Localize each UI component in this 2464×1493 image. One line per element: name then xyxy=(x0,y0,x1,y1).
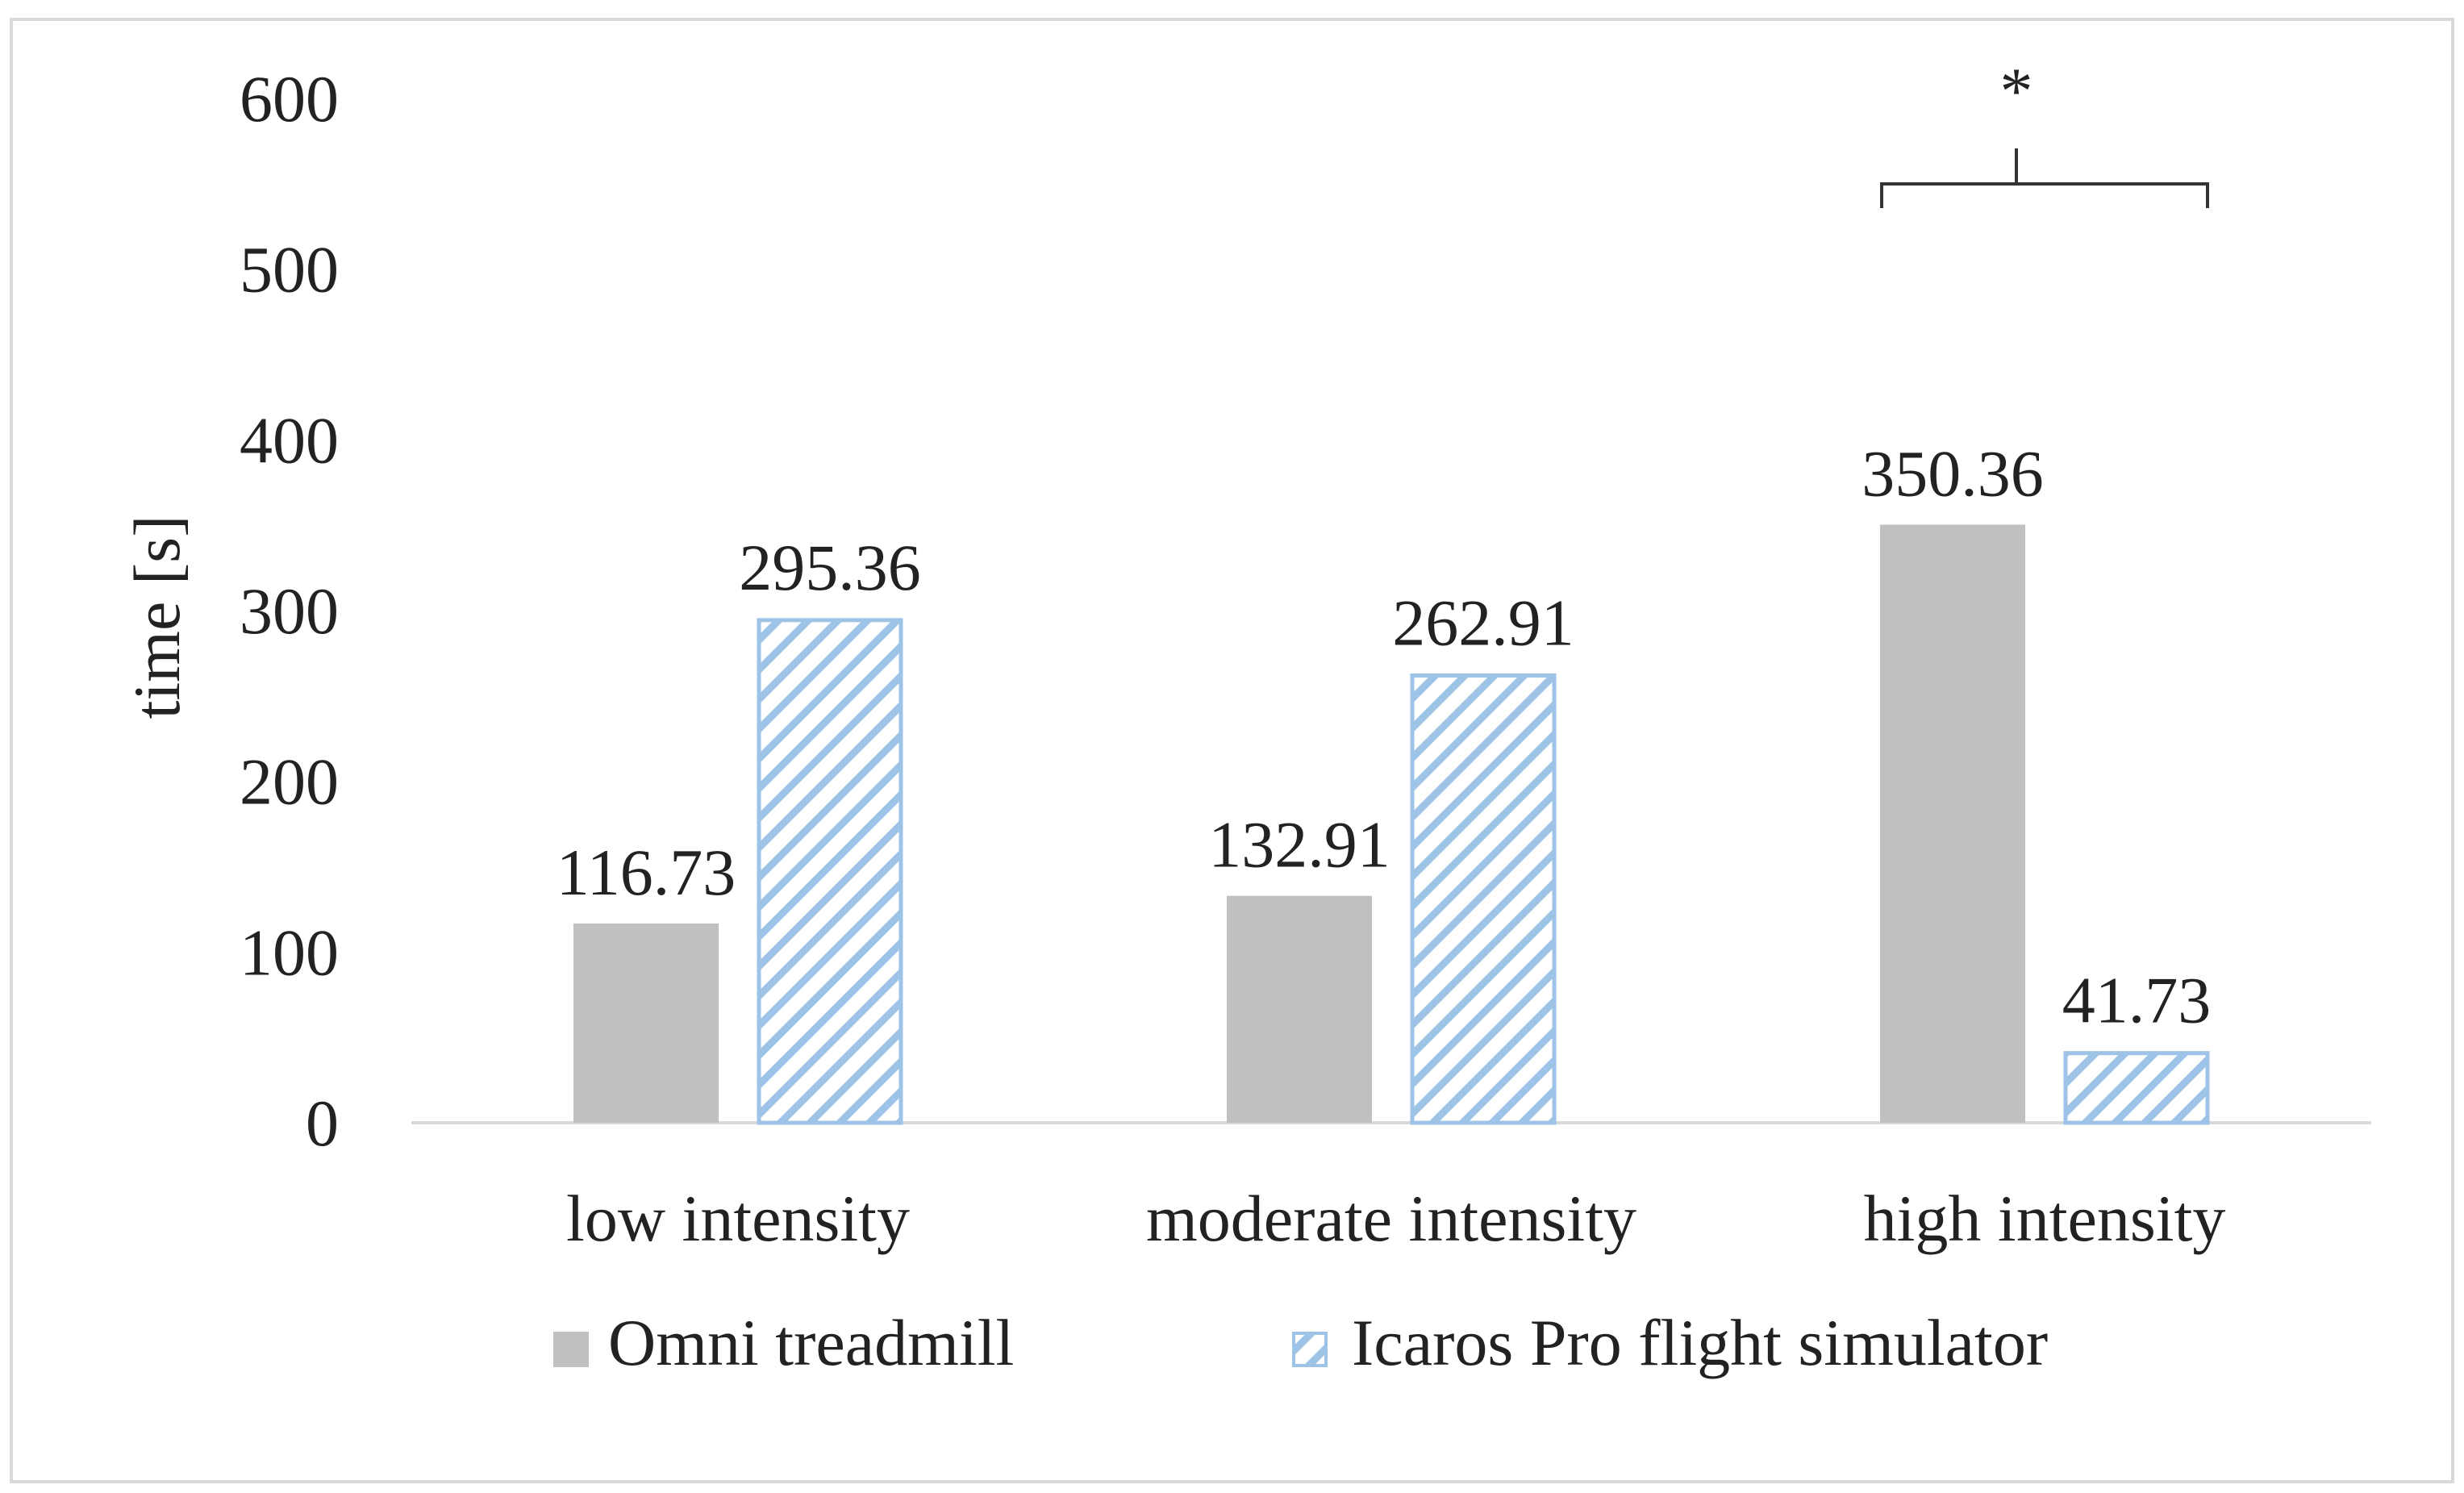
bar-omni-1 xyxy=(1227,895,1372,1123)
y-tick-label: 0 xyxy=(306,1086,339,1160)
y-tick-label: 300 xyxy=(240,574,339,648)
y-tick-label: 200 xyxy=(240,745,339,819)
y-tick-label: 500 xyxy=(240,233,339,307)
legend-label-omni: Omni treadmill xyxy=(608,1306,1014,1379)
bar-omni-0 xyxy=(573,923,719,1123)
x-tick-label: high intensity xyxy=(1864,1182,2226,1255)
data-label: 116.73 xyxy=(557,836,736,909)
x-tick-label: moderate intensity xyxy=(1146,1182,1636,1255)
y-tick-label: 400 xyxy=(240,403,339,477)
bar-omni-2 xyxy=(1880,524,2025,1123)
legend-swatch-omni xyxy=(553,1332,589,1367)
significance-bracket xyxy=(1880,148,2209,208)
bar-icaros-0 xyxy=(757,618,903,1125)
data-label: 132.91 xyxy=(1208,808,1390,882)
chart-frame-border xyxy=(10,18,2454,1483)
bar-icaros-2 xyxy=(2063,1051,2210,1125)
data-label: 262.91 xyxy=(1392,586,1574,660)
y-tick-label: 600 xyxy=(240,62,339,136)
data-label: 41.73 xyxy=(2062,964,2212,1037)
bar-icaros-1 xyxy=(1410,674,1557,1125)
x-tick-label: low intensity xyxy=(566,1182,910,1255)
data-label: 350.36 xyxy=(1862,436,2044,510)
legend-swatch-icaros xyxy=(1292,1332,1328,1367)
y-axis-title: time [s] xyxy=(120,515,194,719)
significance-asterisk: * xyxy=(2000,54,2033,127)
legend-label-icaros: Icaros Pro flight simulator xyxy=(1352,1306,2048,1379)
data-label: 295.36 xyxy=(739,531,921,604)
y-tick-label: 100 xyxy=(240,915,339,989)
